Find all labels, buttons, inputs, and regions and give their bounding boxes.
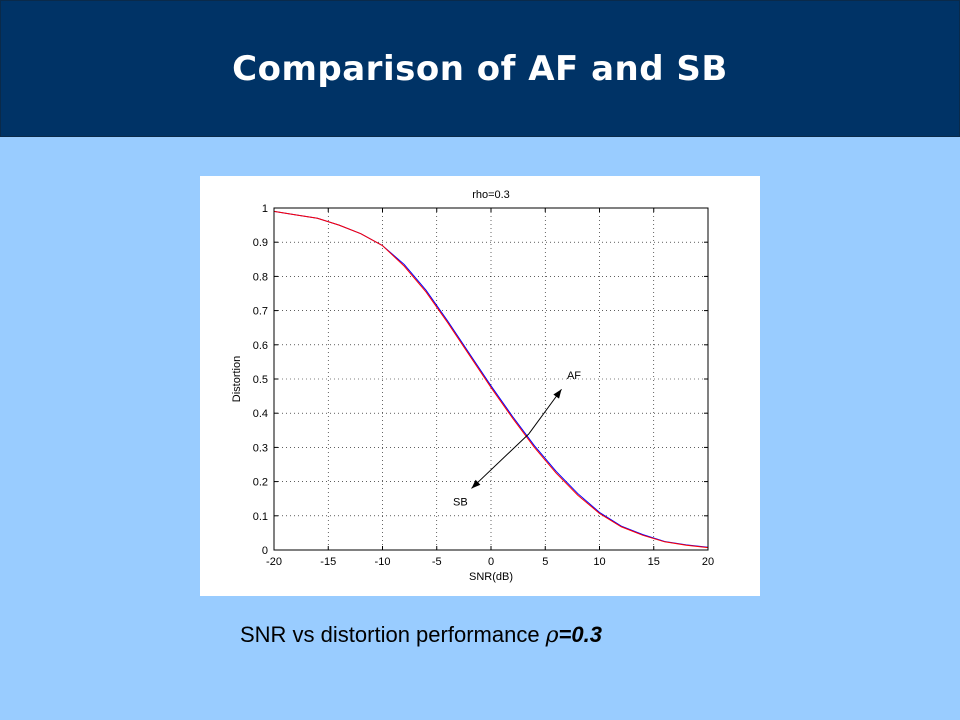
x-tick-label: 10	[593, 556, 605, 568]
x-tick-label: 5	[542, 556, 548, 568]
caption-rho-symbol: ρ	[545, 623, 559, 648]
y-tick-label: 0.2	[253, 477, 268, 489]
series-line-sb	[273, 210, 709, 549]
caption-text: SNR vs distortion performance	[240, 622, 540, 647]
y-tick-label: 0.9	[253, 237, 268, 249]
series-lines	[273, 210, 709, 549]
chart-title: rho=0.3	[472, 189, 510, 201]
slide-caption: SNR vs distortion performance ρ=0.3	[240, 622, 602, 648]
y-tick-label: 0.1	[253, 511, 268, 523]
figure-panel: -20 -15 -10 -5 0 5 10 15 20 0 0.1 0.2 0.3 0.4 0.5 0.6 0.…	[200, 176, 760, 596]
y-tick-label: 1	[262, 203, 268, 215]
y-tick-label: 0.7	[253, 306, 268, 318]
arrow-af	[528, 388, 562, 435]
x-tick-label: 20	[702, 556, 714, 568]
y-tick-label: 0.3	[253, 442, 268, 454]
caption-value: =0.3	[558, 622, 602, 647]
x-tick-label: -10	[375, 556, 391, 568]
grid-lines	[273, 207, 709, 551]
y-tick-label: 0.6	[253, 340, 268, 352]
x-axis-label: SNR(dB)	[469, 571, 513, 583]
x-tick-label: -20	[266, 556, 282, 568]
x-tick-label: -15	[320, 556, 336, 568]
x-tick-label: -5	[432, 556, 442, 568]
y-axis-label: Distortion	[231, 356, 243, 402]
distortion-chart: -20 -15 -10 -5 0 5 10 15 20 0 0.1 0.2 0.3 0.4 0.5 0.6 0.…	[231, 189, 714, 583]
y-tick-label: 0.5	[253, 374, 268, 386]
arrow-sb	[471, 433, 530, 489]
y-tick-label: 0.4	[253, 408, 268, 420]
tick-labels: -20 -15 -10 -5 0 5 10 15 20 0 0.1 0.2 0.3 0.4 0.5 0.6 0.…	[253, 203, 714, 568]
slide-header: Comparison of AF and SB	[0, 0, 960, 137]
arrow-sb-head	[471, 479, 481, 489]
x-tick-label: 0	[488, 556, 494, 568]
arrow-af-head	[553, 389, 562, 399]
y-tick-label: 0	[262, 545, 268, 557]
annotation-af: AF	[567, 370, 581, 382]
y-tick-label: 0.8	[253, 271, 268, 283]
axes	[273, 207, 709, 551]
annotation-sb: SB	[453, 497, 468, 509]
annotations: AF SB	[453, 370, 581, 509]
x-tick-label: 15	[648, 556, 660, 568]
slide-title: Comparison of AF and SB	[232, 48, 728, 89]
